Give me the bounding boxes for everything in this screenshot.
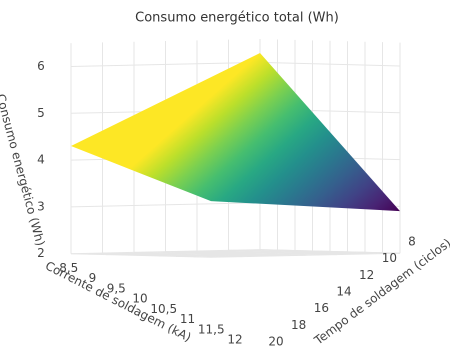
z-tick-label: 5	[37, 106, 45, 120]
y-tick-label: 16	[314, 301, 329, 315]
y-grid-line	[228, 249, 369, 255]
y-tick-label: 18	[291, 318, 306, 332]
x-tick-label: 11	[180, 312, 195, 326]
y-grid-line	[165, 251, 306, 256]
z-tick-label: 2	[37, 246, 45, 260]
z-tick-label: 3	[37, 199, 45, 213]
surface	[71, 53, 400, 212]
y-grid-line	[102, 252, 243, 258]
x-tick-label: 12	[227, 333, 242, 347]
x-tick-label: 8,5	[59, 261, 78, 275]
x-tick-label: 10,5	[150, 302, 177, 316]
z-tick-label: 6	[37, 59, 45, 73]
y-tick-label: 10	[382, 251, 397, 265]
z-tick-label: 4	[37, 153, 45, 167]
x-tick-label: 9,5	[107, 281, 126, 295]
y-tick-label: 12	[359, 268, 374, 282]
y-grid-line	[259, 249, 401, 254]
x-tick-label: 10	[132, 292, 147, 306]
chart-title: Consumo energético total (Wh)	[135, 11, 339, 26]
x-tick-label: 9	[89, 271, 97, 285]
y-grid-line	[70, 253, 212, 258]
y-grid-line	[133, 251, 275, 257]
y-tick-label: 14	[336, 285, 351, 299]
x-tick-label: 11,5	[198, 322, 225, 336]
y-grid-line	[196, 250, 338, 256]
y-tick-label: 20	[268, 335, 283, 349]
y-tick-label: 8	[408, 235, 416, 249]
